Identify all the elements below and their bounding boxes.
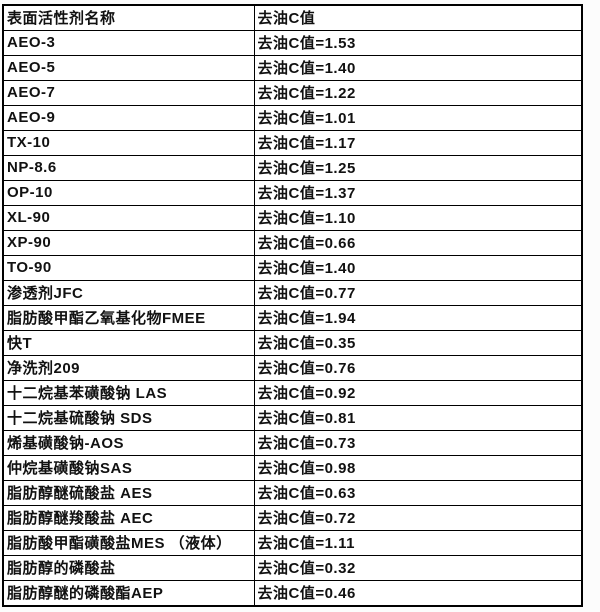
surfactant-name-cell: 渗透剂JFC (2, 280, 255, 306)
surfactant-name-cell: AEO-3 (2, 30, 255, 56)
surfactant-name-cell: 脂肪酸甲酯乙氧基化物FMEE (2, 305, 255, 331)
table-row: 脂肪醇醚羧酸盐 AEC 去油C值=0.72 (2, 505, 583, 531)
surfactant-name-cell: XL-90 (2, 205, 255, 231)
oil-c-value-cell: 去油C值=0.63 (253, 480, 583, 506)
oil-c-value-cell: 去油C值=0.92 (253, 380, 583, 406)
oil-c-value-cell: 去油C值=1.94 (253, 305, 583, 331)
oil-c-value-cell: 去油C值=1.40 (253, 255, 583, 281)
surfactant-name-cell: 脂肪醇的磷酸盐 (2, 555, 255, 581)
table-row: 渗透剂JFC 去油C值=0.77 (2, 280, 583, 306)
table-row: XL-90 去油C值=1.10 (2, 205, 583, 231)
table-body: AEO-3 去油C值=1.53 AEO-5 去油C值=1.40 AEO-7 去油C值=1.… (2, 30, 583, 607)
surfactant-name-cell: 脂肪醇醚的磷酸酯AEP (2, 580, 255, 607)
surfactant-name-cell: AEO-9 (2, 105, 255, 131)
surfactant-name-cell: 烯基磺酸钠-AOS (2, 430, 255, 456)
surfactant-name-cell: NP-8.6 (2, 155, 255, 181)
surfactant-name-cell: 仲烷基磺酸钠SAS (2, 455, 255, 481)
surfactant-name-cell: 快T (2, 330, 255, 356)
table-row: OP-10 去油C值=1.37 (2, 180, 583, 206)
surfactant-name-cell: 脂肪醇醚硫酸盐 AES (2, 480, 255, 506)
oil-c-value-cell: 去油C值=1.37 (253, 180, 583, 206)
table-header: 表面活性剂名称 去油C值 (2, 4, 583, 31)
table-row: TX-10 去油C值=1.17 (2, 130, 583, 156)
table-row: 脂肪酸甲酯乙氧基化物FMEE 去油C值=1.94 (2, 305, 583, 331)
surfactant-name-cell: 脂肪醇醚羧酸盐 AEC (2, 505, 255, 531)
table-row: AEO-9 去油C值=1.01 (2, 105, 583, 131)
oil-c-value-cell: 去油C值=0.66 (253, 230, 583, 256)
oil-c-value-cell: 去油C值=0.72 (253, 505, 583, 531)
oil-c-value-cell: 去油C值=0.32 (253, 555, 583, 581)
oil-c-value-cell: 去油C值=1.22 (253, 80, 583, 106)
table-row: 快T 去油C值=0.35 (2, 330, 583, 356)
oil-c-value-cell: 去油C值=0.81 (253, 405, 583, 431)
surfactant-name-cell: TO-90 (2, 255, 255, 281)
table-row: 脂肪醇的磷酸盐 去油C值=0.32 (2, 555, 583, 581)
header-row: 表面活性剂名称 去油C值 (2, 4, 583, 31)
table-row: 十二烷基硫酸钠 SDS 去油C值=0.81 (2, 405, 583, 431)
table-row: TO-90 去油C值=1.40 (2, 255, 583, 281)
oil-c-value-cell: 去油C值=1.10 (253, 205, 583, 231)
oil-c-value-cell: 去油C值=1.17 (253, 130, 583, 156)
surfactant-table: 表面活性剂名称 去油C值 AEO-3 去油C值=1.53 AEO-5 去油C值=1.4… (2, 4, 583, 607)
oil-c-value-cell: 去油C值=0.98 (253, 455, 583, 481)
table-row: XP-90 去油C值=0.66 (2, 230, 583, 256)
header-oil-c-value: 去油C值 (253, 4, 583, 31)
surfactant-name-cell: 净洗剂209 (2, 355, 255, 381)
surfactant-name-cell: AEO-7 (2, 80, 255, 106)
surfactant-table-container: 表面活性剂名称 去油C值 AEO-3 去油C值=1.53 AEO-5 去油C值=1.4… (2, 4, 583, 607)
table-row: AEO-7 去油C值=1.22 (2, 80, 583, 106)
oil-c-value-cell: 去油C值=0.77 (253, 280, 583, 306)
oil-c-value-cell: 去油C值=0.73 (253, 430, 583, 456)
oil-c-value-cell: 去油C值=1.53 (253, 30, 583, 56)
table-row: 烯基磺酸钠-AOS 去油C值=0.73 (2, 430, 583, 456)
surfactant-name-cell: TX-10 (2, 130, 255, 156)
oil-c-value-cell: 去油C值=1.01 (253, 105, 583, 131)
table-row: AEO-5 去油C值=1.40 (2, 55, 583, 81)
table-row: 十二烷基苯磺酸钠 LAS 去油C值=0.92 (2, 380, 583, 406)
table-row: 脂肪酸甲酯磺酸盐MES （液体） 去油C值=1.11 (2, 530, 583, 556)
surfactant-name-cell: 十二烷基硫酸钠 SDS (2, 405, 255, 431)
surfactant-name-cell: OP-10 (2, 180, 255, 206)
surfactant-name-cell: 十二烷基苯磺酸钠 LAS (2, 380, 255, 406)
table-row: AEO-3 去油C值=1.53 (2, 30, 583, 56)
table-row: 脂肪醇醚硫酸盐 AES 去油C值=0.63 (2, 480, 583, 506)
table-row: 脂肪醇醚的磷酸酯AEP 去油C值=0.46 (2, 580, 583, 607)
surfactant-name-cell: XP-90 (2, 230, 255, 256)
oil-c-value-cell: 去油C值=1.40 (253, 55, 583, 81)
oil-c-value-cell: 去油C值=1.25 (253, 155, 583, 181)
header-surfactant-name: 表面活性剂名称 (2, 4, 255, 31)
oil-c-value-cell: 去油C值=0.35 (253, 330, 583, 356)
table-row: NP-8.6 去油C值=1.25 (2, 155, 583, 181)
oil-c-value-cell: 去油C值=0.46 (253, 580, 583, 607)
table-row: 仲烷基磺酸钠SAS 去油C值=0.98 (2, 455, 583, 481)
oil-c-value-cell: 去油C值=0.76 (253, 355, 583, 381)
surfactant-name-cell: AEO-5 (2, 55, 255, 81)
surfactant-name-cell: 脂肪酸甲酯磺酸盐MES （液体） (2, 530, 255, 556)
oil-c-value-cell: 去油C值=1.11 (253, 530, 583, 556)
table-row: 净洗剂209 去油C值=0.76 (2, 355, 583, 381)
